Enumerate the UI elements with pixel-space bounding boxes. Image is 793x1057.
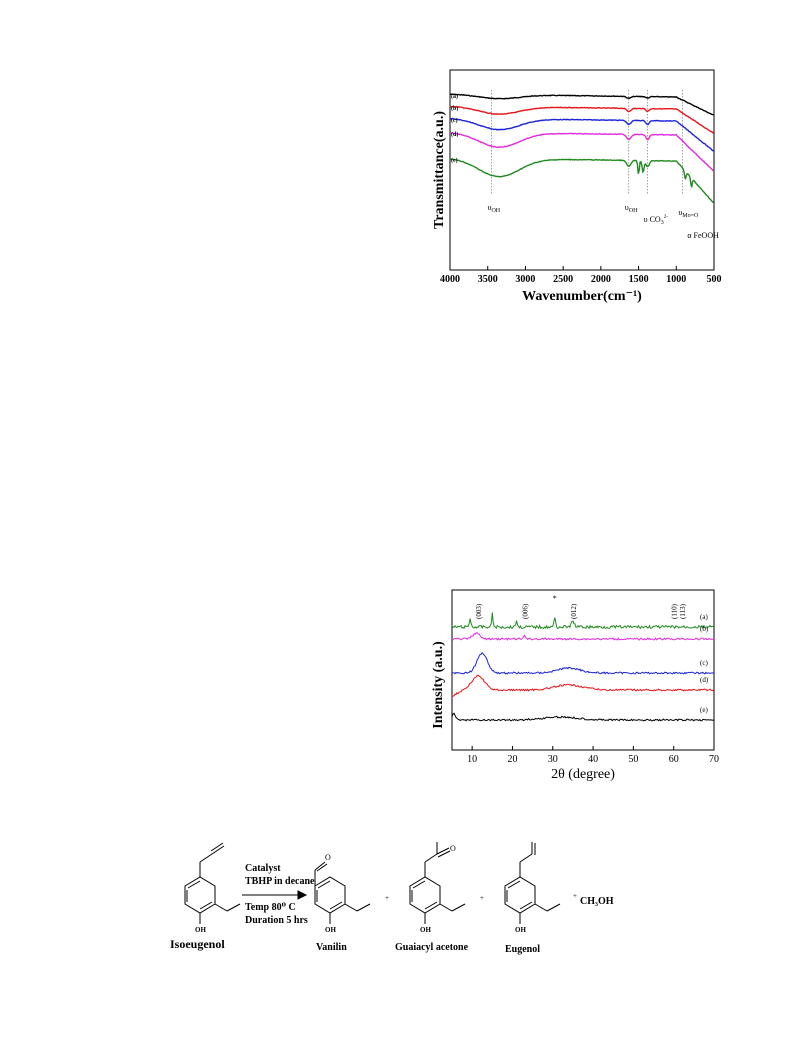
xrd-x-tick-label: 50	[628, 754, 638, 765]
ftir-y-axis-label: Transmittance(a.u.)	[432, 111, 447, 229]
condition-duration: Duration 5 hrs	[245, 915, 308, 926]
ftir-series-label: (d)	[451, 131, 458, 138]
ftir-plot-frame	[449, 69, 715, 271]
xrd-x-axis-label: 2θ (degree)	[551, 767, 615, 782]
ftir-series-line	[449, 93, 714, 116]
isoeugenol-oh: OH	[195, 926, 206, 934]
xrd-y-axis-label: Intensity (a.u.)	[431, 641, 446, 729]
byproduct-methanol: CH₃OH	[580, 896, 614, 907]
eugenol-oh: OH	[515, 926, 526, 934]
ftir-series-line	[449, 158, 714, 204]
xrd-peak-label: (110)	[671, 603, 679, 619]
xrd-x-tick-label: 10	[467, 754, 477, 765]
ftir-series-line	[449, 117, 714, 152]
ftir-series-label: (c)	[451, 117, 458, 124]
ftir-x-tick-label: 3500	[478, 274, 498, 285]
ftir-annotation: υOH	[625, 203, 638, 214]
plus-sign-2: +	[480, 894, 484, 902]
ftir-annotation: α FeOOH	[687, 231, 719, 240]
ftir-annotation: υOH	[487, 203, 500, 214]
plus-sign-3: +	[573, 892, 577, 900]
vanilin-structure	[314, 861, 371, 924]
isoeugenol-structure	[184, 842, 241, 924]
ftir-x-tick-label: 2000	[591, 274, 611, 285]
xrd-series-label: (e)	[700, 706, 708, 714]
xrd-peak-label: (003)	[475, 603, 483, 619]
ftir-x-tick-label: 3000	[515, 274, 535, 285]
eugenol-structure	[504, 842, 561, 924]
xrd-chart: 10 20 30 40 50 60 70 (a) (b) (c) (d) (e) (003) (006…	[431, 589, 719, 782]
ftir-series-label: (a)	[451, 93, 458, 100]
xrd-x-tick-label: 60	[669, 754, 679, 765]
condition-temperature: Temp 80⁰ C	[245, 902, 296, 913]
ftir-series-line	[449, 132, 714, 172]
reaction-scheme: O O OH OH OH OH Catalyst TBHP in decane …	[170, 842, 614, 955]
reactant-name: Isoeugenol	[170, 937, 225, 951]
ftir-annotation: υMo=O	[678, 208, 699, 219]
xrd-peak-label: *	[553, 594, 557, 603]
xrd-series-line	[452, 674, 715, 697]
xrd-x-tick-label: 30	[548, 754, 558, 765]
product-name-eugenol: Eugenol	[505, 944, 540, 955]
ftir-x-tick-label: 500	[707, 274, 722, 285]
xrd-series-label: (a)	[700, 613, 708, 621]
vanilin-aldehyde-o: O	[325, 853, 331, 862]
ftir-x-tick-label: 4000	[440, 274, 460, 285]
xrd-series-line	[451, 651, 715, 675]
plus-sign-1: +	[385, 894, 389, 902]
product-name-vanilin: Vanilin	[316, 942, 347, 953]
xrd-peak-label: (006)	[522, 603, 530, 619]
ftir-series-line	[449, 105, 714, 134]
acetone-oh: OH	[420, 926, 431, 934]
guaiacyl-acetone-structure	[409, 842, 466, 924]
xrd-series-label: (b)	[700, 625, 709, 633]
xrd-series-label: (c)	[700, 659, 708, 667]
ftir-x-tick-label: 2500	[553, 274, 573, 285]
ftir-x-tick-label: 1500	[629, 274, 649, 285]
xrd-series-line	[451, 632, 715, 641]
xrd-peak-label: (113)	[679, 603, 687, 619]
xrd-series-label: (d)	[700, 676, 709, 684]
condition-catalyst: Catalyst	[245, 863, 281, 874]
vanilin-oh: OH	[325, 926, 336, 934]
ftir-series-label: (b)	[451, 105, 458, 112]
ftir-x-axis-label: Wavenumber(cm⁻¹)	[522, 289, 642, 304]
xrd-peak-label: (012)	[570, 603, 578, 619]
ftir-annotation: υ CO32-	[644, 215, 669, 226]
ftir-series-label: (e)	[451, 157, 458, 164]
xrd-x-tick-label: 20	[507, 754, 517, 765]
xrd-x-tick-label: 40	[588, 754, 598, 765]
acetone-ketone-o: O	[450, 844, 456, 853]
ftir-chart: 4000 3500 3000 2500 2000 1500 1000 500 (a) (b) (c…	[432, 69, 722, 304]
ftir-x-tick-label: 1000	[666, 274, 686, 285]
xrd-series-line	[451, 612, 715, 630]
xrd-series-line	[451, 712, 715, 722]
product-name-guaiacyl-acetone: Guaiacyl acetone	[395, 942, 469, 953]
xrd-x-tick-label: 70	[709, 754, 719, 765]
xrd-plot-frame	[451, 589, 715, 751]
condition-oxidant: TBHP in decane	[245, 876, 315, 887]
